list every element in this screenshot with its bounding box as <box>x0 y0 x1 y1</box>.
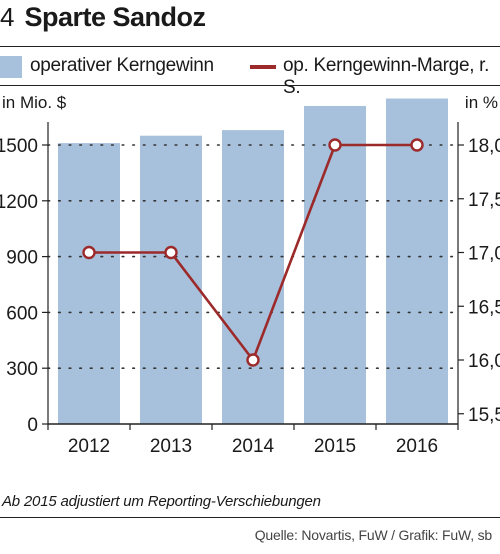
source-note: Quelle: Novartis, FuW / Grafik: FuW, sb <box>254 527 492 543</box>
x-tick-label: 2015 <box>314 436 356 457</box>
margin-point-2013 <box>164 245 178 260</box>
x-tick-label: 2013 <box>150 436 192 457</box>
legend-rule <box>0 85 500 86</box>
legend-swatch-bar <box>0 56 22 78</box>
legend-swatch-line <box>250 65 276 69</box>
left-tick-label: 1500 <box>0 136 38 157</box>
left-tick-label: 1200 <box>0 192 38 213</box>
bar-2014 <box>222 130 284 424</box>
margin-point-2014 <box>246 353 260 367</box>
margin-point-2015 <box>328 138 342 152</box>
x-tick-label: 2016 <box>396 436 438 457</box>
chart-number: 4 <box>0 2 15 32</box>
bar-2015 <box>304 105 366 424</box>
margin-point-2016 <box>410 138 424 152</box>
bars-layer <box>58 98 448 424</box>
right-tick-label: 16,0 <box>468 351 500 372</box>
left-tick-label: 300 <box>6 359 38 380</box>
right-tick-label: 16,5 <box>468 297 500 318</box>
x-tick-label: 2014 <box>232 436 275 457</box>
legend: operativer Kerngewinn op. Kerngewinn-Mar… <box>0 52 500 98</box>
right-tick-label: 15,5 <box>468 405 500 426</box>
legend-label-bar: operativer Kerngewinn <box>30 55 214 76</box>
axis-layer <box>42 122 464 430</box>
left-tick-label: 0 <box>27 415 38 436</box>
bottom-rule <box>0 517 500 518</box>
right-tick-label: 18,0 <box>468 136 500 157</box>
chart-title-text: Sparte Sandoz <box>24 2 206 32</box>
footnote: Ab 2015 adjustiert um Reporting-Verschie… <box>2 493 321 510</box>
left-tick-label: 900 <box>6 248 38 269</box>
line-layer <box>82 138 424 367</box>
labels-layer: 0 300 600 900 1200 1500 15,5 16,0 16,5 17,0 17,5 18… <box>0 93 500 457</box>
right-tick-label: 17,5 <box>468 190 500 211</box>
bar-2016 <box>386 98 448 424</box>
top-rule <box>0 46 500 47</box>
right-tick-label: 17,0 <box>468 244 500 265</box>
right-axis-label: in % <box>465 93 498 112</box>
legend-label-line: op. Kerngewinn-Marge, r. S. <box>283 55 490 98</box>
chart-title: 4 Sparte Sandoz <box>0 2 206 42</box>
margin-point-2012 <box>82 245 96 260</box>
left-tick-label: 600 <box>6 303 38 324</box>
bar-2012 <box>58 143 120 424</box>
x-tick-label: 2012 <box>68 436 110 457</box>
left-axis-label: in Mio. $ <box>2 93 67 112</box>
